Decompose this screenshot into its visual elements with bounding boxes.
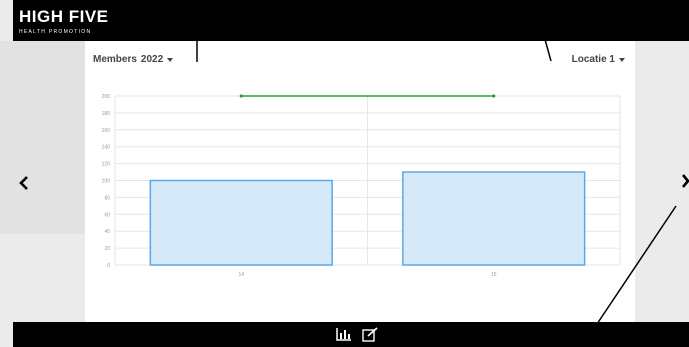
x-tick-label: 14	[238, 272, 244, 278]
x-tick-label: 15	[491, 272, 497, 278]
chevron-right-icon	[682, 174, 689, 188]
chevron-left-icon	[19, 176, 28, 190]
logo-name: HIGH FIVE	[19, 7, 109, 26]
y-tick-label: 0	[107, 263, 110, 269]
y-tick-label: 60	[104, 212, 110, 218]
y-tick-label: 180	[102, 111, 111, 117]
y-tick-label: 40	[104, 229, 110, 235]
metric-year-dropdown[interactable]: Members 2022	[93, 54, 174, 65]
bar-chart-icon	[336, 328, 351, 341]
location-dropdown[interactable]: Locatie 1	[572, 54, 625, 65]
y-tick-label: 200	[102, 94, 111, 100]
bar-line-chart: 0 20 40 60 80 100 120 140 160 180 200 14 15	[102, 94, 621, 278]
chart-card: Members 2022 Locatie 1 0 20 40 60 80 100 120 14…	[85, 41, 635, 322]
caret-down-icon	[167, 57, 174, 62]
line-point	[492, 94, 496, 98]
prev-arrow[interactable]	[18, 174, 30, 197]
metric-label: Members	[93, 54, 137, 65]
bar	[149, 179, 333, 266]
y-tick-label: 160	[102, 128, 111, 134]
bar	[402, 171, 586, 266]
top-header: HIGH FIVE HEALTH PROMOTION	[13, 0, 689, 41]
logo-tagline: HEALTH PROMOTION	[19, 29, 92, 35]
year-label: 2022	[140, 54, 164, 65]
y-tick-label: 120	[102, 162, 111, 168]
edit-button[interactable]	[362, 327, 378, 342]
line-point	[239, 94, 243, 98]
y-tick-label: 20	[104, 246, 110, 252]
edit-icon	[362, 327, 378, 342]
y-tick-label: 100	[102, 179, 111, 185]
background-panel	[0, 41, 85, 234]
y-tick-label: 80	[104, 195, 110, 201]
y-tick-label: 140	[102, 145, 111, 151]
location-label: Locatie 1	[571, 54, 615, 65]
bar-chart-button[interactable]	[336, 327, 352, 342]
bottom-toolbar	[13, 322, 689, 347]
caret-down-icon	[619, 57, 625, 62]
next-arrow[interactable]	[681, 172, 689, 195]
